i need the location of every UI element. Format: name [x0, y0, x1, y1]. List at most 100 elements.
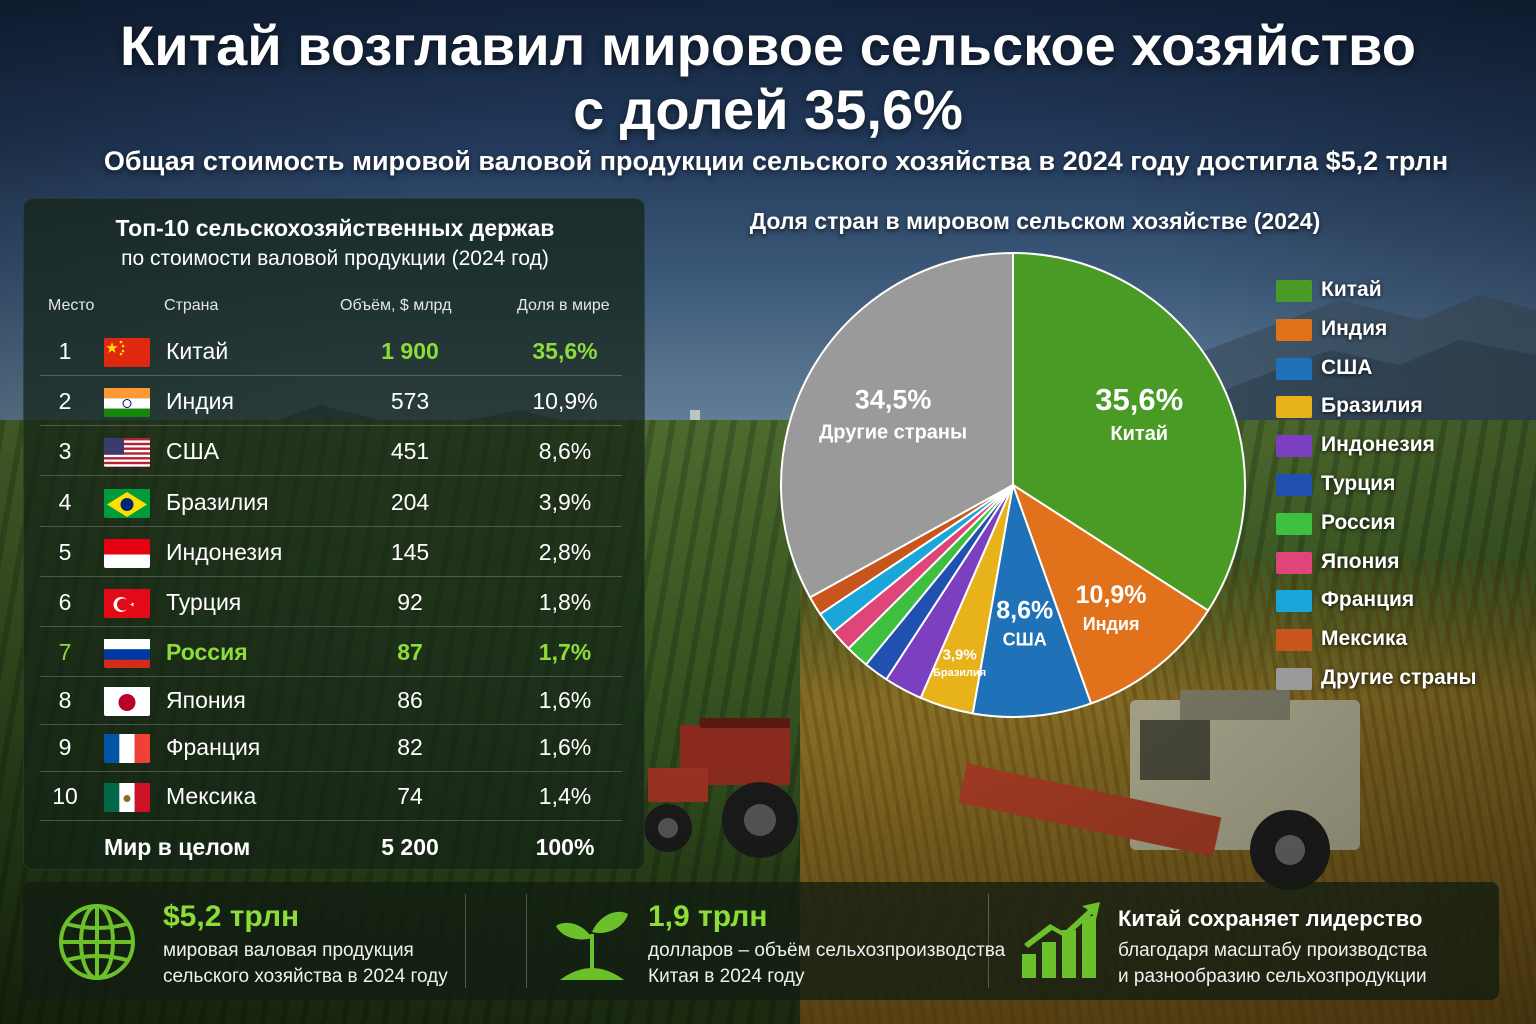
- share-cell: 1,8%: [538, 589, 592, 615]
- total-share: 100%: [535, 834, 595, 860]
- rank-cell: 8: [58, 687, 72, 713]
- pie-name-label-0: Китай: [1110, 423, 1168, 445]
- table-row: 1 Китай 1 900 35,6%: [40, 326, 622, 376]
- stat3-description: благодаря масштабу производства и разноо…: [1118, 938, 1427, 990]
- growth-chart-icon: [1022, 902, 1100, 978]
- stat1-line2: сельского хозяйства в 2024 году: [163, 966, 448, 987]
- stat3-line1: благодаря масштабу производства: [1118, 940, 1428, 961]
- share-cell: 1,6%: [538, 734, 592, 760]
- legend-item: Турция: [1276, 466, 1526, 505]
- volume-cell: 204: [390, 489, 430, 515]
- indonesia-flag-icon: [104, 537, 150, 568]
- table-row: 4 Бразилия 204 3,9%: [40, 477, 622, 527]
- share-cell: 2,8%: [538, 539, 592, 565]
- share-cell: 3,9%: [538, 489, 592, 515]
- volume-cell: 86: [397, 687, 423, 713]
- col-header-share: Доля в мире: [517, 297, 610, 314]
- page-subtitle: Общая стоимость мировой валовой продукци…: [103, 146, 1449, 176]
- table-row: 8 Япония 86 1,6%: [40, 675, 622, 725]
- country-cell: Китай: [166, 338, 229, 364]
- rank-cell: 10: [52, 783, 78, 809]
- legend-item: Индонезия: [1276, 427, 1526, 466]
- divider: [526, 894, 527, 988]
- france-flag-icon: [104, 732, 150, 763]
- legend-label: Турция: [1321, 471, 1396, 495]
- chart-title: Доля стран в мировом сельском хозяйстве …: [749, 208, 1321, 234]
- sprout-icon: [556, 911, 628, 980]
- country-cell: Мексика: [166, 783, 257, 809]
- table-row: 5 Индонезия 145 2,8%: [40, 527, 622, 577]
- legend-item: США: [1276, 350, 1526, 389]
- pie-name-label-1: Индия: [1083, 614, 1140, 634]
- volume-cell: 451: [390, 438, 430, 464]
- pie-value-label-2: 8,6%: [996, 596, 1053, 624]
- table-row: 10 Мексика 74 1,4%: [40, 771, 622, 821]
- stat-china-volume: 1,9 трлн долларов – объём сельхозпроизво…: [528, 882, 1005, 1000]
- legend-swatch: [1276, 396, 1312, 419]
- pie-name-label-3: Бразилия: [933, 667, 986, 679]
- rank-cell: 1: [58, 338, 72, 364]
- country-cell: Турция: [166, 589, 242, 615]
- rank-cell: 3: [58, 438, 72, 464]
- total-label: Мир в целом: [104, 834, 251, 860]
- pie-value-label-3: 3,9%: [942, 646, 976, 663]
- country-cell: Индия: [166, 388, 234, 414]
- pie-slice-10: [780, 251, 1014, 599]
- pie-value-label-10: 34,5%: [855, 384, 932, 414]
- summary-bar: $5,2 трлн мировая валовая продукция сель…: [23, 882, 1499, 1000]
- rank-cell: 7: [58, 639, 72, 665]
- stat3-line2: и разнообразию сельхозпродукции: [1118, 966, 1427, 987]
- table-row: 3 США 451 8,6%: [40, 426, 622, 476]
- brazil-flag-icon: [104, 487, 150, 518]
- col-header-country: Страна: [164, 297, 219, 314]
- legend-swatch: [1276, 473, 1312, 496]
- rank-cell: 6: [58, 589, 72, 615]
- chart-legend: Китай Индия США Бразилия Индонезия Турция Росс…: [1276, 272, 1526, 699]
- legend-label: Индонезия: [1321, 433, 1435, 457]
- volume-cell: 82: [397, 734, 423, 760]
- table-row: 2 Индия 573 10,9%: [40, 376, 622, 426]
- share-cell: 8,6%: [538, 438, 592, 464]
- usa-flag-icon: [104, 436, 150, 467]
- pie-slice-1: [1011, 482, 1210, 705]
- total-volume: 5 200: [381, 834, 439, 860]
- top10-table-panel: Топ-10 сельскохозяйственных держав по ст…: [23, 198, 645, 870]
- pie-chart: 35,6% Китай 10,9% Индия 8,6% США 3,9% Бразилия 3…: [780, 251, 1246, 718]
- rank-cell: 4: [58, 489, 72, 515]
- country-cell: Индонезия: [166, 539, 283, 565]
- country-cell: Россия: [166, 639, 248, 665]
- pie-value-label-0: 35,6%: [1095, 382, 1183, 417]
- globe-icon: [59, 904, 135, 980]
- divider: [465, 894, 466, 988]
- legend-item: Индия: [1276, 311, 1526, 350]
- china-flag-icon: [104, 336, 150, 367]
- stat1-value: $5,2 трлн: [163, 900, 300, 933]
- legend-swatch: [1276, 280, 1312, 302]
- share-cell: 35,6%: [532, 338, 598, 364]
- stat2-value: 1,9 трлн: [648, 900, 768, 933]
- divider: [988, 894, 989, 988]
- legend-swatch: [1276, 590, 1312, 613]
- pie-value-label-1: 10,9%: [1076, 581, 1147, 609]
- col-header-volume: Объём, $ млрд: [340, 297, 452, 314]
- legend-swatch: [1276, 629, 1312, 652]
- volume-cell: 1 900: [381, 338, 439, 364]
- stat-world-total: $5,2 трлн мировая валовая продукция сель…: [23, 882, 463, 1000]
- legend-item: Мексика: [1276, 621, 1526, 660]
- table-row: 9 Франция 82 1,6%: [40, 722, 622, 772]
- legend-item: Франция: [1276, 582, 1526, 621]
- table-title: Топ-10 сельскохозяйственных держав: [115, 215, 555, 241]
- stat3-heading: Китай сохраняет лидерство: [1118, 906, 1423, 931]
- col-header-rank: Место: [48, 297, 95, 314]
- volume-cell: 573: [390, 388, 430, 414]
- legend-label: Китай: [1321, 278, 1382, 301]
- stat1-description: мировая валовая продукция сельского хозя…: [163, 938, 448, 990]
- pie-name-label-2: США: [1003, 629, 1047, 649]
- legend-label: Индия: [1321, 316, 1388, 340]
- table-row: 7 Россия 87 1,7%: [40, 627, 622, 677]
- stat1-line1: мировая валовая продукция: [163, 940, 414, 961]
- stat2-line1: долларов – объём сельхозпроизводства: [648, 940, 1006, 961]
- table-total-row: Мир в целом 5 200 100%: [40, 822, 622, 872]
- volume-cell: 92: [397, 589, 423, 615]
